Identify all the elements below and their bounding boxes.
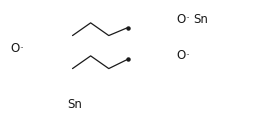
Text: Sn: Sn [67,98,82,111]
Text: O: O [10,42,20,55]
Text: O: O [176,13,185,26]
Text: Sn: Sn [193,13,208,26]
Text: ..: .. [19,41,24,50]
Text: O: O [176,49,185,62]
Text: ..: .. [185,11,190,20]
Text: ..: .. [185,48,190,57]
